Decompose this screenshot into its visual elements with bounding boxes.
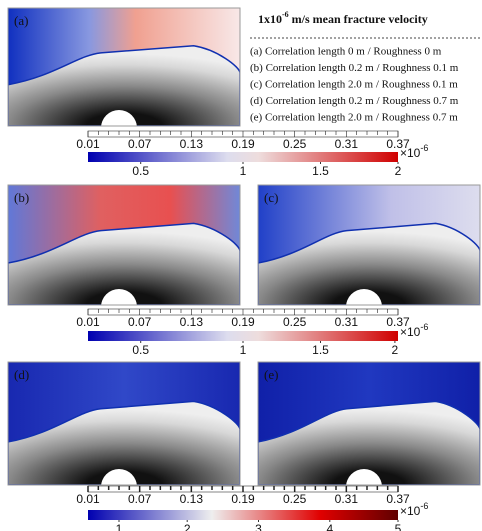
- panel: [258, 362, 480, 485]
- color-label: 3: [255, 522, 262, 531]
- panel-frame: [257, 184, 481, 306]
- title-base: 1x10: [258, 12, 282, 26]
- scale-label: 0.01: [76, 492, 100, 506]
- scale-label: 0.19: [231, 137, 255, 151]
- color-label: 5: [395, 522, 402, 531]
- color-label: 1: [240, 164, 247, 178]
- bars: 0.01 0.07 0.13 0.19 0.25 0.31 0.37 0.01 0.07 0.13…: [76, 130, 428, 531]
- tunnel: [101, 469, 137, 485]
- mult-base: ×10: [400, 504, 421, 518]
- scale-label: 0.37: [386, 492, 410, 506]
- scale-label: 0.01: [76, 137, 100, 151]
- panel-frame: [7, 7, 241, 127]
- tunnel: [101, 289, 137, 305]
- tunnel: [346, 289, 382, 305]
- scale-label: 0.31: [335, 137, 359, 151]
- panel-label: (a): [14, 13, 28, 28]
- scale-label: 0.19: [231, 492, 255, 506]
- color-label: 2: [392, 343, 399, 357]
- scale-label: 0.25: [283, 492, 307, 506]
- panel: [258, 185, 480, 305]
- scale-label: 0.31: [335, 315, 359, 329]
- title-rest: m/s mean fracture velocity: [292, 12, 428, 26]
- scale-label: 0.07: [128, 492, 152, 506]
- color-bar: [88, 510, 398, 520]
- title-exp: -6: [282, 10, 289, 19]
- color-label: 4: [326, 522, 333, 531]
- mult-base: ×10: [400, 146, 421, 160]
- panel-label: (c): [264, 190, 278, 205]
- color-label: 2: [184, 522, 191, 531]
- scale-label: 0.19: [231, 315, 255, 329]
- color-label: 1.5: [312, 164, 329, 178]
- rock-zone: [8, 400, 240, 485]
- color-label: 1.5: [312, 343, 329, 357]
- legend: 1x10-6 m/s mean fracture velocity (a) Cor…: [250, 10, 480, 124]
- scale-label: 0.13: [180, 315, 204, 329]
- mult-exp: -6: [420, 501, 428, 511]
- multiplier: ×10-6: [400, 501, 428, 518]
- legend-title: 1x10-6 m/s mean fracture velocity: [258, 10, 428, 26]
- mult-exp: -6: [420, 143, 428, 153]
- panel-frame: [7, 361, 241, 486]
- tunnel: [101, 110, 137, 126]
- rock-zone: [8, 45, 240, 126]
- color-label: 0.5: [132, 164, 149, 178]
- scale-label: 0.25: [283, 315, 307, 329]
- legend-item: (b) Correlation length 0.2 m / Roughness…: [250, 62, 459, 74]
- panels: (a) (b) (c) (d) (e): [7, 7, 481, 486]
- scale-label: 0.25: [283, 137, 307, 151]
- scale-label: 0.31: [335, 492, 359, 506]
- legend-item: (c) Correlation length 2.0 m / Roughness…: [250, 79, 458, 91]
- panel-frame: [257, 361, 481, 486]
- color-label: 1: [116, 522, 123, 531]
- scale-label: 0.01: [76, 315, 100, 329]
- color-bar: [88, 152, 398, 162]
- legend-item: (e) Correlation length 2.0 m / Roughness…: [250, 112, 458, 124]
- panel-frame: [7, 184, 241, 306]
- multiplier: ×10-6: [400, 143, 428, 160]
- panel: [8, 185, 240, 305]
- scale-label: 0.07: [128, 315, 152, 329]
- rock-zone: [8, 222, 240, 305]
- panel: [8, 8, 240, 126]
- scale-label: 0.37: [386, 137, 410, 151]
- multiplier: ×10-6: [400, 322, 428, 339]
- legend-item: (d) Correlation length 0.2 m / Roughness…: [250, 95, 459, 107]
- color-label: 0.5: [132, 343, 149, 357]
- scale-label: 0.37: [386, 315, 410, 329]
- panel-label: (d): [14, 367, 29, 382]
- panel: [8, 362, 240, 485]
- mult-base: ×10: [400, 325, 421, 339]
- legend-item: (a) Correlation length 0 m / Roughness 0…: [250, 46, 442, 58]
- color-label: 2: [395, 164, 402, 178]
- color-bar: [88, 331, 398, 341]
- tunnel: [346, 469, 382, 485]
- scale-label: 0.13: [180, 137, 204, 151]
- color-label: 1: [240, 343, 247, 357]
- mult-exp: -6: [420, 322, 428, 332]
- panel-label: (b): [14, 190, 29, 205]
- scale-label: 0.13: [180, 492, 204, 506]
- panel-label: (e): [264, 367, 278, 382]
- scale-label: 0.07: [128, 137, 152, 151]
